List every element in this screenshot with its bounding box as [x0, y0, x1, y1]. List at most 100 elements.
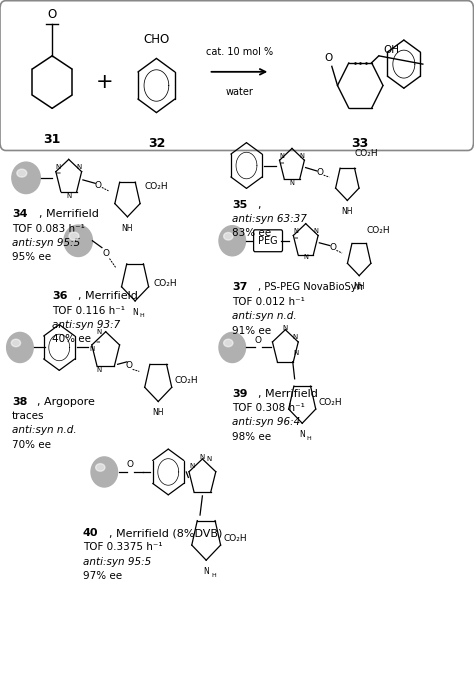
Text: O: O — [125, 361, 132, 371]
Ellipse shape — [224, 339, 233, 347]
Text: NH: NH — [153, 408, 164, 417]
Ellipse shape — [11, 339, 20, 347]
Text: anti:syn 96:4: anti:syn 96:4 — [232, 417, 301, 428]
Text: 37: 37 — [232, 282, 247, 293]
Ellipse shape — [91, 457, 118, 487]
Text: , Argopore: , Argopore — [37, 397, 95, 407]
Text: anti:syn n.d.: anti:syn n.d. — [12, 425, 76, 436]
Text: NH: NH — [354, 282, 365, 291]
Text: CO₂H: CO₂H — [224, 534, 247, 543]
Ellipse shape — [12, 162, 40, 194]
Text: 91% ee: 91% ee — [232, 326, 272, 336]
Text: O: O — [127, 460, 134, 469]
FancyBboxPatch shape — [254, 230, 283, 252]
Text: NH: NH — [122, 224, 133, 233]
Text: N: N — [280, 153, 284, 159]
Ellipse shape — [64, 225, 92, 256]
Text: TOF 0.308 h⁻¹: TOF 0.308 h⁻¹ — [232, 403, 305, 413]
Text: CHO: CHO — [143, 33, 170, 46]
Text: N: N — [89, 346, 94, 352]
Text: N: N — [77, 164, 82, 170]
Text: +: + — [95, 72, 113, 92]
Text: N: N — [300, 153, 304, 159]
Text: N: N — [293, 228, 298, 235]
Text: PEG: PEG — [258, 236, 278, 246]
Text: =: = — [95, 341, 100, 345]
Text: anti:syn 93:7: anti:syn 93:7 — [52, 320, 120, 330]
Text: 40: 40 — [83, 528, 99, 538]
Text: N: N — [66, 193, 72, 199]
Text: , PS-PEG NovaBioSyn: , PS-PEG NovaBioSyn — [258, 282, 363, 293]
Text: 34: 34 — [12, 209, 27, 219]
Text: N: N — [294, 350, 299, 356]
Text: N: N — [303, 254, 308, 260]
Ellipse shape — [219, 332, 246, 363]
Text: N: N — [300, 430, 305, 439]
Text: N: N — [313, 228, 318, 235]
Text: O: O — [324, 53, 332, 63]
Text: TOF 0.3375 h⁻¹: TOF 0.3375 h⁻¹ — [83, 542, 163, 553]
Text: N: N — [290, 180, 294, 185]
Text: 40% ee: 40% ee — [52, 334, 91, 345]
Text: =: = — [279, 161, 284, 166]
Text: TOF 0.012 h⁻¹: TOF 0.012 h⁻¹ — [232, 297, 305, 307]
Text: CO₂H: CO₂H — [145, 182, 168, 191]
Text: anti:syn 63:37: anti:syn 63:37 — [232, 214, 307, 224]
Text: O: O — [47, 8, 57, 21]
Text: OH: OH — [383, 45, 400, 55]
Text: 98% ee: 98% ee — [232, 432, 272, 442]
Text: TOF 0.083 h⁻¹: TOF 0.083 h⁻¹ — [12, 224, 85, 234]
Ellipse shape — [219, 226, 246, 256]
Text: N: N — [132, 308, 138, 317]
Text: CO₂H: CO₂H — [153, 279, 177, 289]
Text: 95% ee: 95% ee — [12, 252, 51, 263]
Text: O: O — [329, 243, 336, 252]
Text: anti:syn 95:5: anti:syn 95:5 — [83, 557, 151, 567]
Text: N: N — [96, 367, 102, 373]
Text: N: N — [190, 463, 195, 469]
Text: TOF 0.116 h⁻¹: TOF 0.116 h⁻¹ — [52, 306, 125, 316]
Text: O: O — [255, 336, 262, 345]
Text: 38: 38 — [12, 397, 27, 407]
Text: water: water — [226, 87, 253, 97]
Text: CO₂H: CO₂H — [319, 398, 342, 407]
Text: NH: NH — [342, 207, 353, 216]
Text: CO₂H: CO₂H — [366, 226, 390, 235]
Ellipse shape — [17, 169, 27, 177]
Text: 33: 33 — [352, 137, 369, 150]
FancyBboxPatch shape — [0, 1, 474, 150]
Text: 70% ee: 70% ee — [12, 440, 51, 450]
Ellipse shape — [7, 332, 33, 363]
Text: , Merrifield: , Merrifield — [258, 389, 318, 399]
Text: =: = — [55, 171, 60, 176]
Text: traces: traces — [12, 411, 45, 421]
Ellipse shape — [96, 464, 105, 471]
Text: N: N — [199, 454, 204, 460]
Text: CO₂H: CO₂H — [355, 149, 378, 158]
Text: N: N — [203, 567, 209, 576]
Text: O: O — [95, 181, 101, 190]
Text: ,: , — [257, 200, 260, 210]
Text: 36: 36 — [52, 291, 68, 301]
Text: , Merrifield (8%DVB): , Merrifield (8%DVB) — [109, 528, 222, 538]
Text: N: N — [96, 329, 102, 334]
Text: H: H — [307, 436, 311, 440]
Text: N: N — [206, 456, 211, 462]
Text: anti:syn n.d.: anti:syn n.d. — [232, 311, 297, 321]
Text: H: H — [139, 313, 144, 318]
Ellipse shape — [69, 232, 79, 240]
Text: H: H — [211, 573, 216, 577]
Text: CO₂H: CO₂H — [175, 376, 199, 386]
Text: =: = — [293, 236, 298, 241]
Text: N: N — [292, 334, 298, 340]
Text: cat. 10 mol %: cat. 10 mol % — [206, 47, 273, 57]
Text: 39: 39 — [232, 389, 248, 399]
Text: N: N — [55, 164, 61, 170]
Text: , Merrifield: , Merrifield — [78, 291, 137, 301]
Text: 31: 31 — [44, 133, 61, 146]
Text: N: N — [283, 325, 288, 331]
Text: , Merrifield: , Merrifield — [39, 209, 99, 219]
Ellipse shape — [224, 233, 233, 240]
Text: 83% ee: 83% ee — [232, 228, 272, 239]
Text: O: O — [316, 168, 323, 177]
